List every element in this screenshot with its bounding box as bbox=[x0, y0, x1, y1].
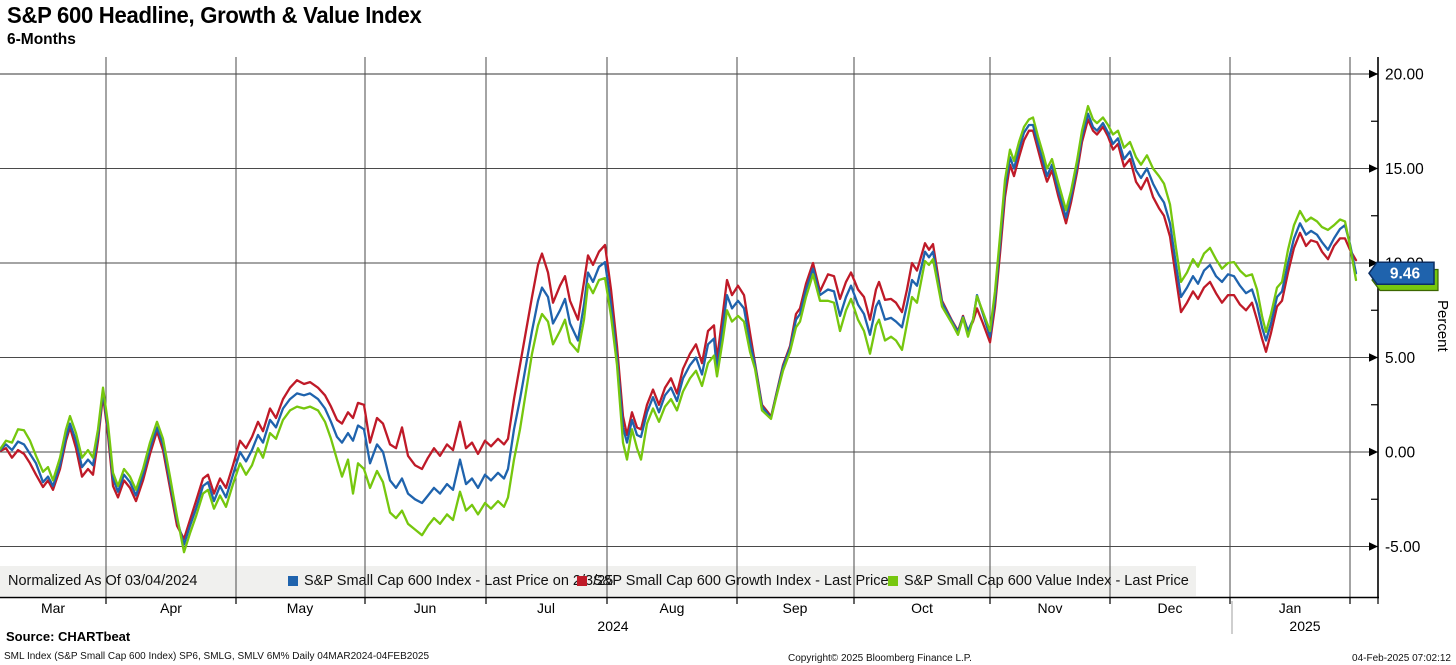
x-axis-month-label: Aug bbox=[659, 600, 685, 616]
y-axis-tick-arrow-icon bbox=[1369, 69, 1378, 79]
series-line-growth bbox=[0, 118, 1358, 541]
legend-item-value: S&P Small Cap 600 Value Index - Last Pri… bbox=[888, 566, 1189, 596]
x-axis-month-label: Apr bbox=[160, 600, 182, 616]
legend-item-value-label: S&P Small Cap 600 Value Index - Last Pri… bbox=[904, 573, 1189, 589]
y-axis-title: Percent bbox=[1434, 300, 1451, 352]
x-axis-month-label: Jul bbox=[537, 600, 555, 616]
y-axis-tick-label: -5.00 bbox=[1385, 539, 1421, 556]
series-line-value bbox=[0, 104, 1358, 554]
legend-swatch-value-icon bbox=[888, 576, 898, 586]
y-axis-tick-arrow-icon bbox=[1369, 542, 1378, 551]
y-axis-tick-arrow-icon bbox=[1369, 258, 1378, 268]
page-title: S&P 600 Headline, Growth & Value Index bbox=[7, 2, 422, 28]
chart-subtitle: 6-Months bbox=[7, 31, 76, 48]
x-axis-month-label: Oct bbox=[911, 600, 933, 616]
y-axis-tick-arrow-icon bbox=[1369, 447, 1378, 457]
timestamp-label: 04-Feb-2025 07:02:12 bbox=[1352, 653, 1451, 664]
x-axis-month-label: Jun bbox=[413, 600, 437, 616]
x-axis-month-label: Mar bbox=[40, 600, 66, 616]
legend-strip bbox=[0, 566, 1196, 596]
y-axis-tick-label: 5.00 bbox=[1385, 350, 1416, 367]
series-line-index bbox=[0, 112, 1358, 546]
x-axis-month-label: Nov bbox=[1037, 600, 1063, 616]
x-axis-month-label: Jan bbox=[1278, 600, 1302, 616]
chart-legend: Normalized As Of 03/04/2024 S&P Small Ca… bbox=[0, 566, 1196, 596]
legend-item-index: S&P Small Cap 600 Index - Last Price on … bbox=[288, 566, 613, 596]
y-axis-tick-label: 15.00 bbox=[1385, 161, 1424, 178]
legend-swatch-growth-icon bbox=[577, 576, 587, 586]
legend-item-index-label: S&P Small Cap 600 Index - Last Price on … bbox=[304, 573, 614, 589]
x-axis-year-2024: 2024 bbox=[597, 618, 629, 634]
y-axis-tick-arrow-icon bbox=[1369, 164, 1378, 173]
last-price-badge-index bbox=[1368, 261, 1435, 285]
y-axis-tick-label: 20.00 bbox=[1385, 67, 1424, 84]
legend-swatch-index-icon bbox=[288, 576, 298, 586]
copyright-label: Copyright© 2025 Bloomberg Finance L.P. bbox=[788, 653, 972, 664]
last-price-badge-label: 9.46 bbox=[1390, 266, 1421, 283]
x-axis-month-label: Sep bbox=[782, 600, 808, 616]
x-axis-month-label: Dec bbox=[1157, 600, 1183, 616]
legend-item-growth: S&P Small Cap 600 Growth Index - Last Pr… bbox=[577, 566, 889, 596]
x-axis-year-2025: 2025 bbox=[1289, 618, 1321, 634]
y-axis-tick-arrow-icon bbox=[1369, 353, 1378, 362]
source-label: Source: CHARTbeat bbox=[6, 629, 131, 644]
chart-fineprint: SML Index (S&P Small Cap 600 Index) SP6,… bbox=[4, 651, 430, 662]
x-axis-month-label: May bbox=[286, 600, 314, 616]
y-axis-tick-label: 0.00 bbox=[1385, 445, 1416, 462]
legend-item-growth-label: S&P Small Cap 600 Growth Index - Last Pr… bbox=[593, 573, 889, 589]
legend-normalized-label: Normalized As Of 03/04/2024 bbox=[8, 573, 198, 589]
